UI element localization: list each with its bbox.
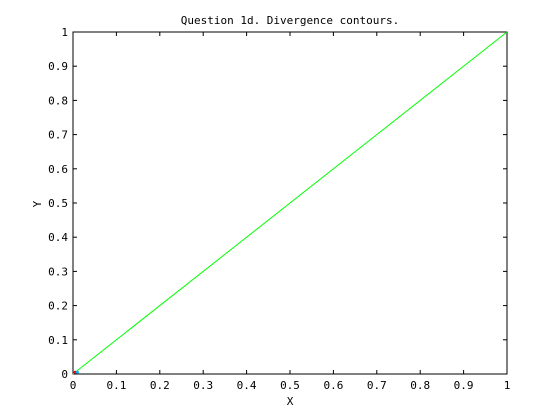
x-tick-label: 0.2 <box>150 379 170 392</box>
x-axis-label: X <box>287 395 294 408</box>
x-tick-label: 0.5 <box>280 379 300 392</box>
y-tick-label: 0.9 <box>48 60 68 73</box>
contour-marker <box>73 370 77 374</box>
y-tick-label: 0.3 <box>48 265 68 278</box>
y-tick-label: 0.4 <box>48 231 68 244</box>
y-tick-label: 0.5 <box>48 197 68 210</box>
y-tick-label: 0.2 <box>48 300 68 313</box>
y-tick-label: 0 <box>61 368 68 381</box>
x-tick-label: 0.3 <box>193 379 213 392</box>
series-layer <box>72 31 508 375</box>
x-tick-label: 0.1 <box>106 379 126 392</box>
x-tick-label: 0.9 <box>454 379 474 392</box>
y-axis-label: Y <box>31 200 44 207</box>
y-tick-label: 0.1 <box>48 334 68 347</box>
series-line <box>72 31 508 375</box>
x-tick-label: 0.8 <box>410 379 430 392</box>
chart-title: Question 1d. Divergence contours. <box>181 14 400 27</box>
x-tick-label: 0.4 <box>237 379 257 392</box>
y-tick-label: 0.7 <box>48 129 68 142</box>
y-ticks: 0 0.1 0.2 0.3 0.4 0.5 0.6 0.7 0.8 0.9 1 <box>48 26 507 381</box>
x-tick-label: 0.6 <box>323 379 343 392</box>
x-ticks: 0 0.1 0.2 0.3 0.4 0.5 0.6 0.7 0.8 0.9 1 <box>70 32 511 392</box>
x-tick-label: 0.7 <box>367 379 387 392</box>
contour-marker <box>75 370 79 374</box>
y-tick-label: 0.6 <box>48 163 68 176</box>
y-tick-label: 1 <box>61 26 68 39</box>
x-tick-label: 1 <box>504 379 511 392</box>
x-tick-label: 0 <box>70 379 77 392</box>
y-tick-label: 0.8 <box>48 94 68 107</box>
